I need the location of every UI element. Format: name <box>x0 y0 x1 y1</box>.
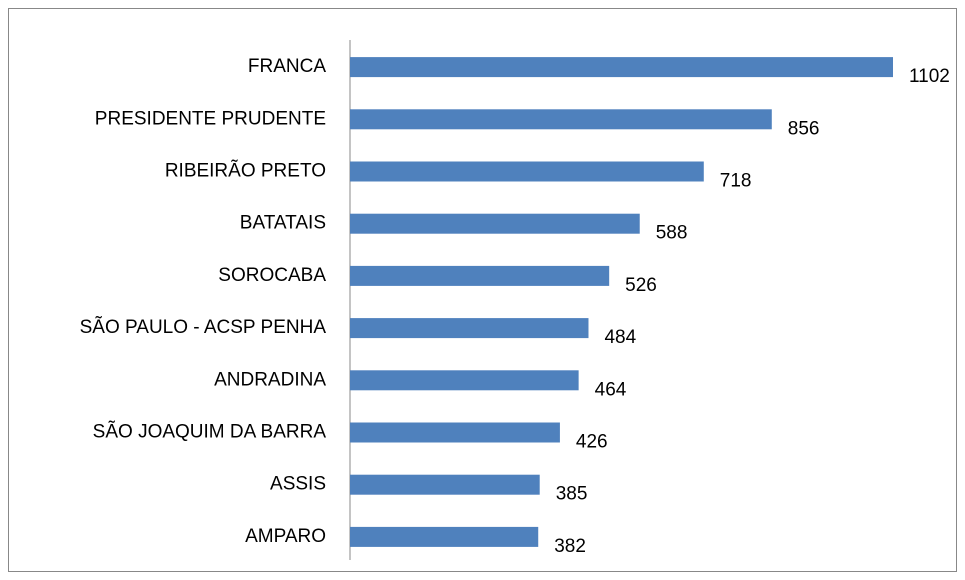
value-label: 1102 <box>909 66 950 87</box>
bar <box>350 318 589 339</box>
category-label: BATATAIS <box>240 213 326 234</box>
value-label: 382 <box>554 536 586 557</box>
category-label: SÃO JOAQUIM DA BARRA <box>93 421 327 443</box>
value-label: 464 <box>595 379 627 400</box>
bar <box>350 370 579 391</box>
category-label: SÃO PAULO - ACSP PENHA <box>80 316 327 338</box>
category-label: SOROCABA <box>218 265 326 286</box>
category-label: ASSIS <box>270 474 326 495</box>
value-label: 484 <box>604 327 636 348</box>
value-label: 426 <box>576 432 608 453</box>
category-label: FRANCA <box>248 56 326 77</box>
category-label: ANDRADINA <box>214 369 326 390</box>
category-label: PRESIDENTE PRUDENTE <box>95 108 326 129</box>
category-label: AMPARO <box>245 526 326 547</box>
value-label: 856 <box>788 118 820 139</box>
bar <box>350 474 540 495</box>
bar <box>350 57 893 78</box>
bar <box>350 526 539 547</box>
value-label: 718 <box>720 171 752 192</box>
bar <box>350 265 610 286</box>
bar <box>350 161 704 182</box>
category-label: RIBEIRÃO PRETO <box>165 160 326 182</box>
bar <box>350 213 640 234</box>
bar <box>350 109 772 130</box>
value-label: 588 <box>656 223 688 244</box>
value-label: 526 <box>625 275 657 296</box>
value-label: 385 <box>556 484 588 505</box>
bar <box>350 422 560 443</box>
